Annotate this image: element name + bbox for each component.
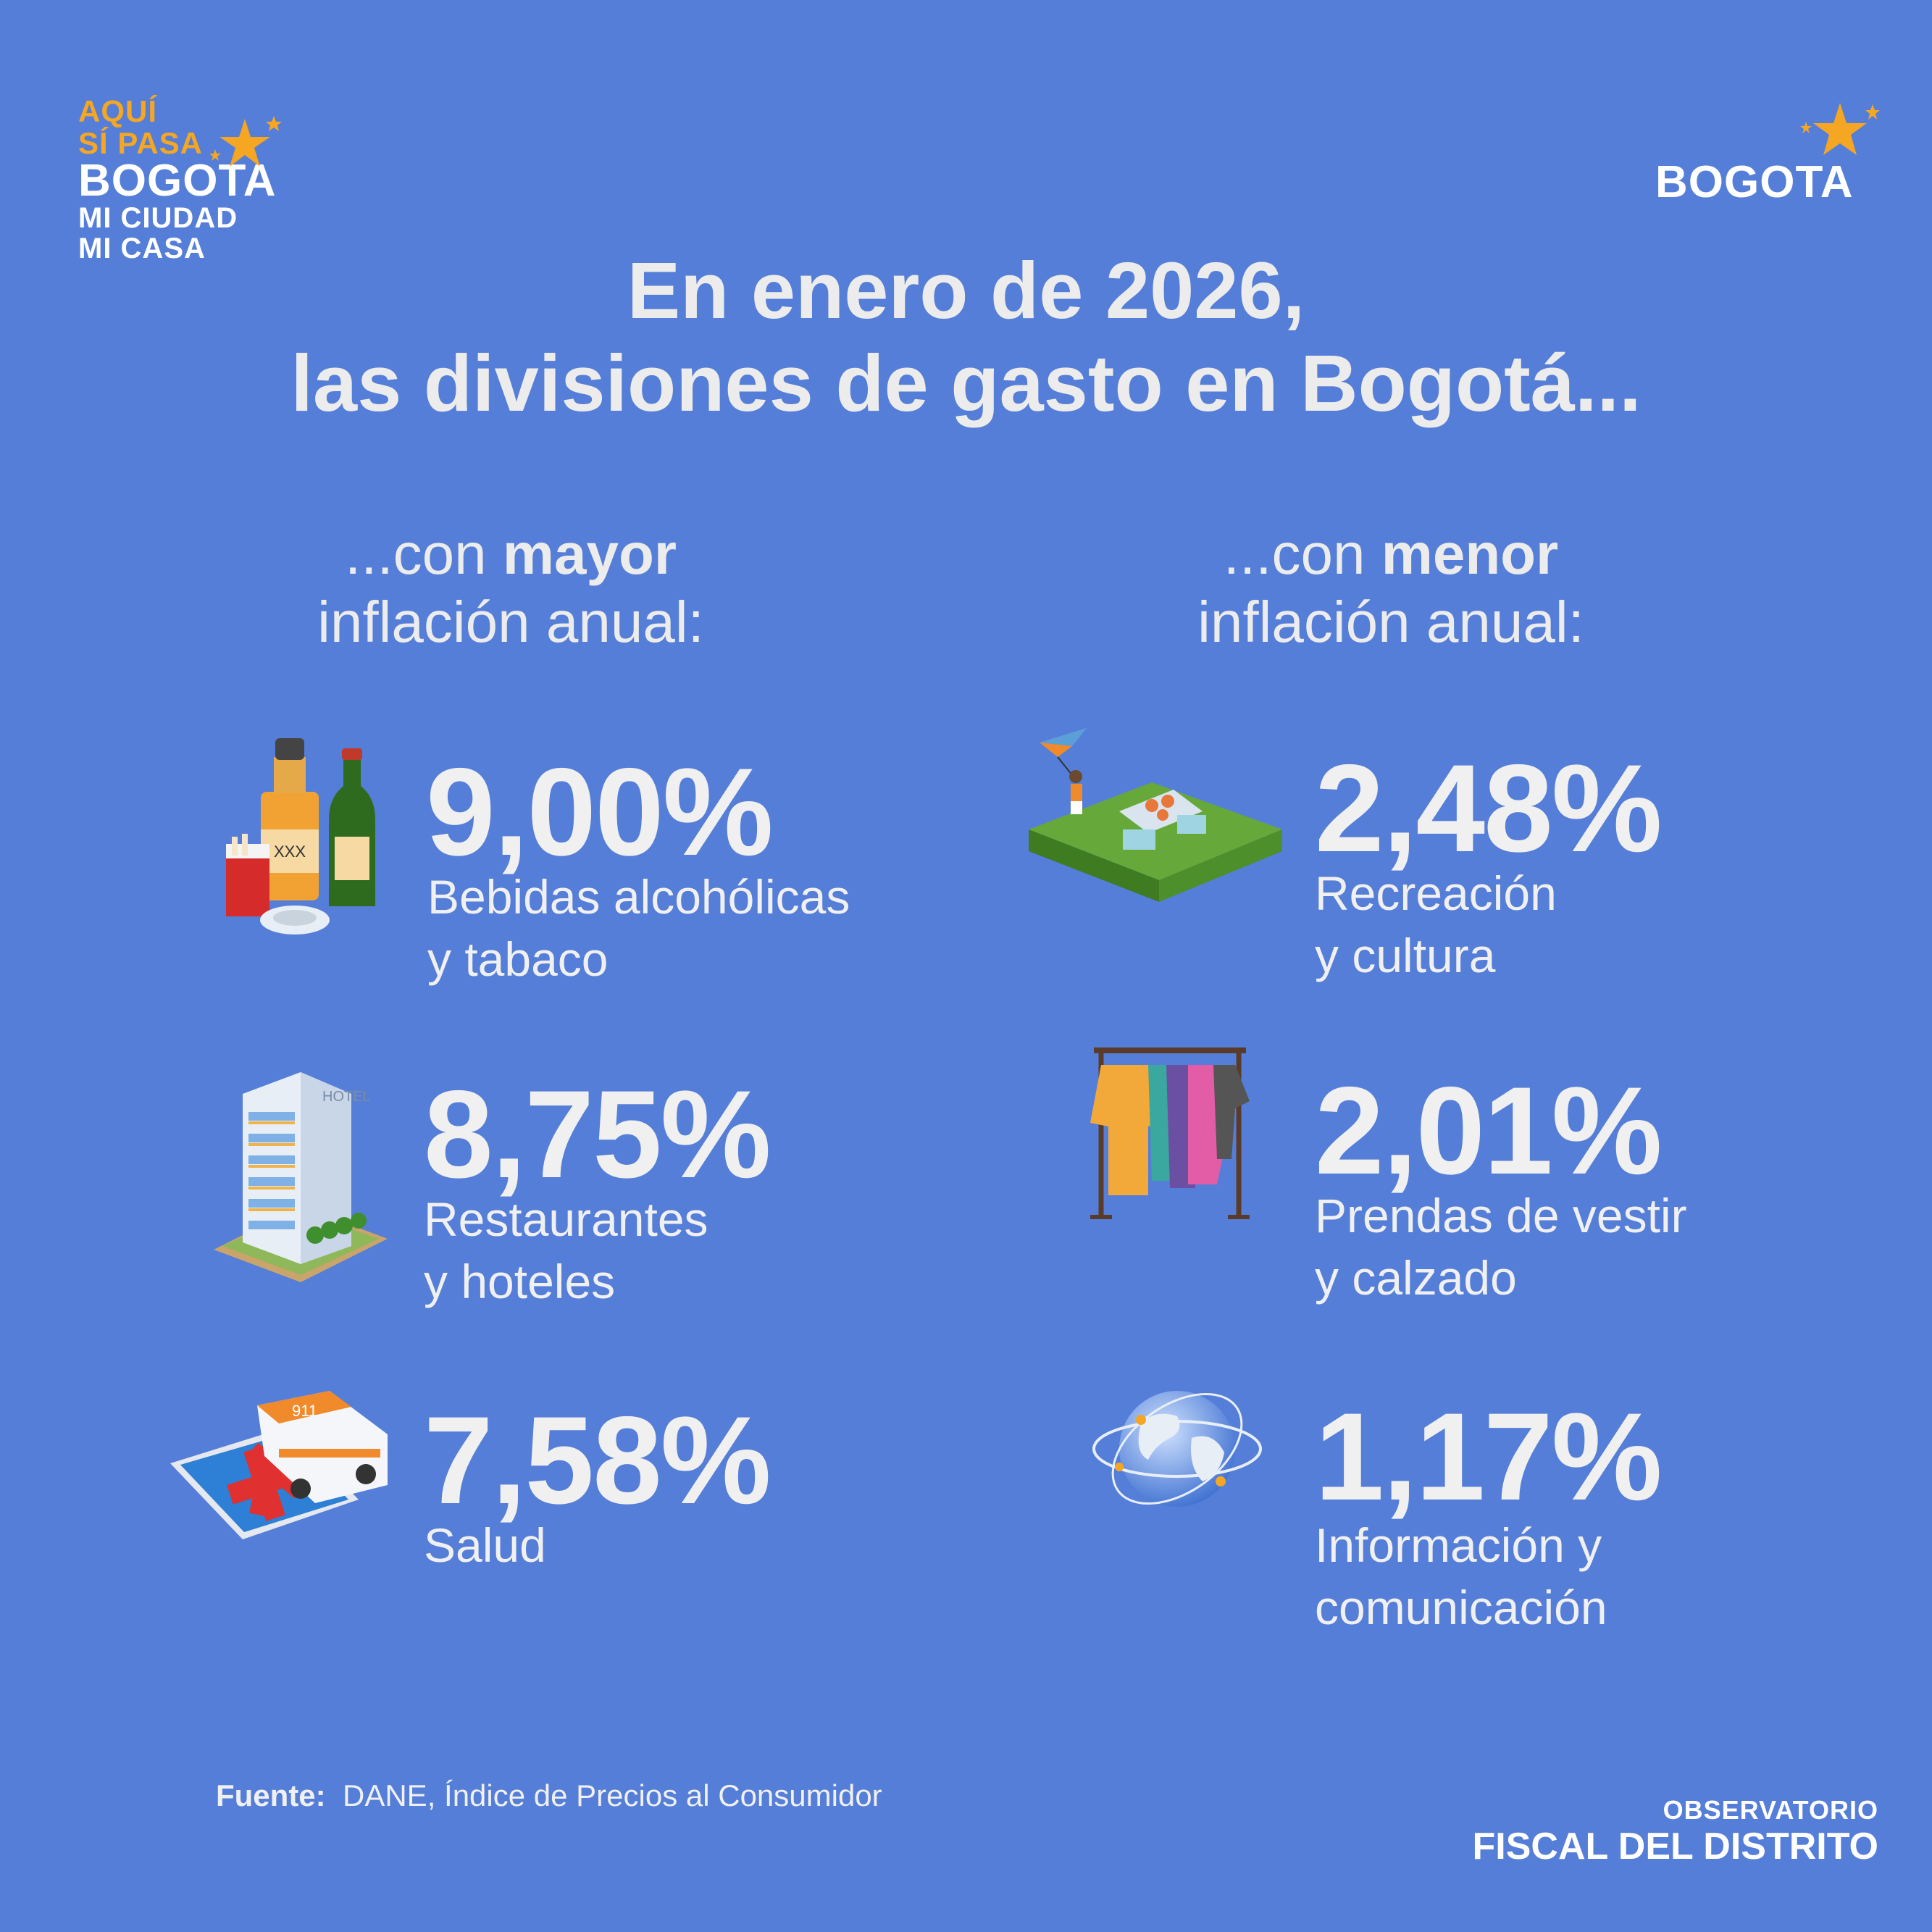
aqui-si-pasa-logo: AQUÍ SÍ PASA BOGOTA MI CIUDAD MI CASA xyxy=(78,96,288,264)
park-picnic-icon xyxy=(1029,724,1282,916)
observatorio-fiscal-logo: OBSERVATORIO FISCAL DEL DISTRITO xyxy=(1472,1795,1879,1868)
svg-text:911: 911 xyxy=(292,1402,317,1420)
star-icon xyxy=(209,116,282,167)
alcohol-tobacco-icon: XXX xyxy=(204,728,385,942)
page-title: En enero de 2026, las divisiones de gast… xyxy=(290,246,1642,428)
restaurants-hotels-value: 8,75% xyxy=(424,1065,771,1204)
recreation-culture-label: Recreación y cultura xyxy=(1315,866,1557,982)
clothing-footwear-value: 2,01% xyxy=(1315,1061,1663,1200)
higher-inflation-heading: ...con mayor inflación anual: xyxy=(317,522,704,654)
clothing-footwear-label: Prendas de vestir y calzado xyxy=(1315,1189,1687,1305)
ambulance-health-icon: 911 xyxy=(170,1391,395,1568)
health-value: 7,58% xyxy=(424,1391,771,1530)
svg-text:HOTEL: HOTEL xyxy=(322,1089,371,1105)
globe-network-icon xyxy=(1090,1380,1264,1521)
clothes-rack-icon xyxy=(1079,1036,1260,1224)
bogota-logo: BOGOTA xyxy=(1655,101,1880,217)
information-communication-label: Información y comunicación xyxy=(1315,1518,1607,1634)
restaurants-hotels-label: Restaurantes y hoteles xyxy=(424,1192,708,1308)
alcohol-tobacco-label: Bebidas alcohólicas y tabaco xyxy=(427,870,850,986)
recreation-culture-value: 2,48% xyxy=(1315,739,1663,878)
health-label: Salud xyxy=(424,1518,546,1572)
hotel-icon: HOTEL xyxy=(214,1072,388,1293)
source-note: Fuente: DANE, Índice de Precios al Consu… xyxy=(216,1778,882,1812)
svg-text:XXX: XXX xyxy=(274,842,306,861)
lower-inflation-heading: ...con menor inflación anual: xyxy=(1197,522,1584,654)
information-communication-value: 1,17% xyxy=(1315,1387,1663,1526)
alcohol-tobacco-value: 9,00% xyxy=(426,743,774,882)
star-icon xyxy=(1800,103,1880,155)
